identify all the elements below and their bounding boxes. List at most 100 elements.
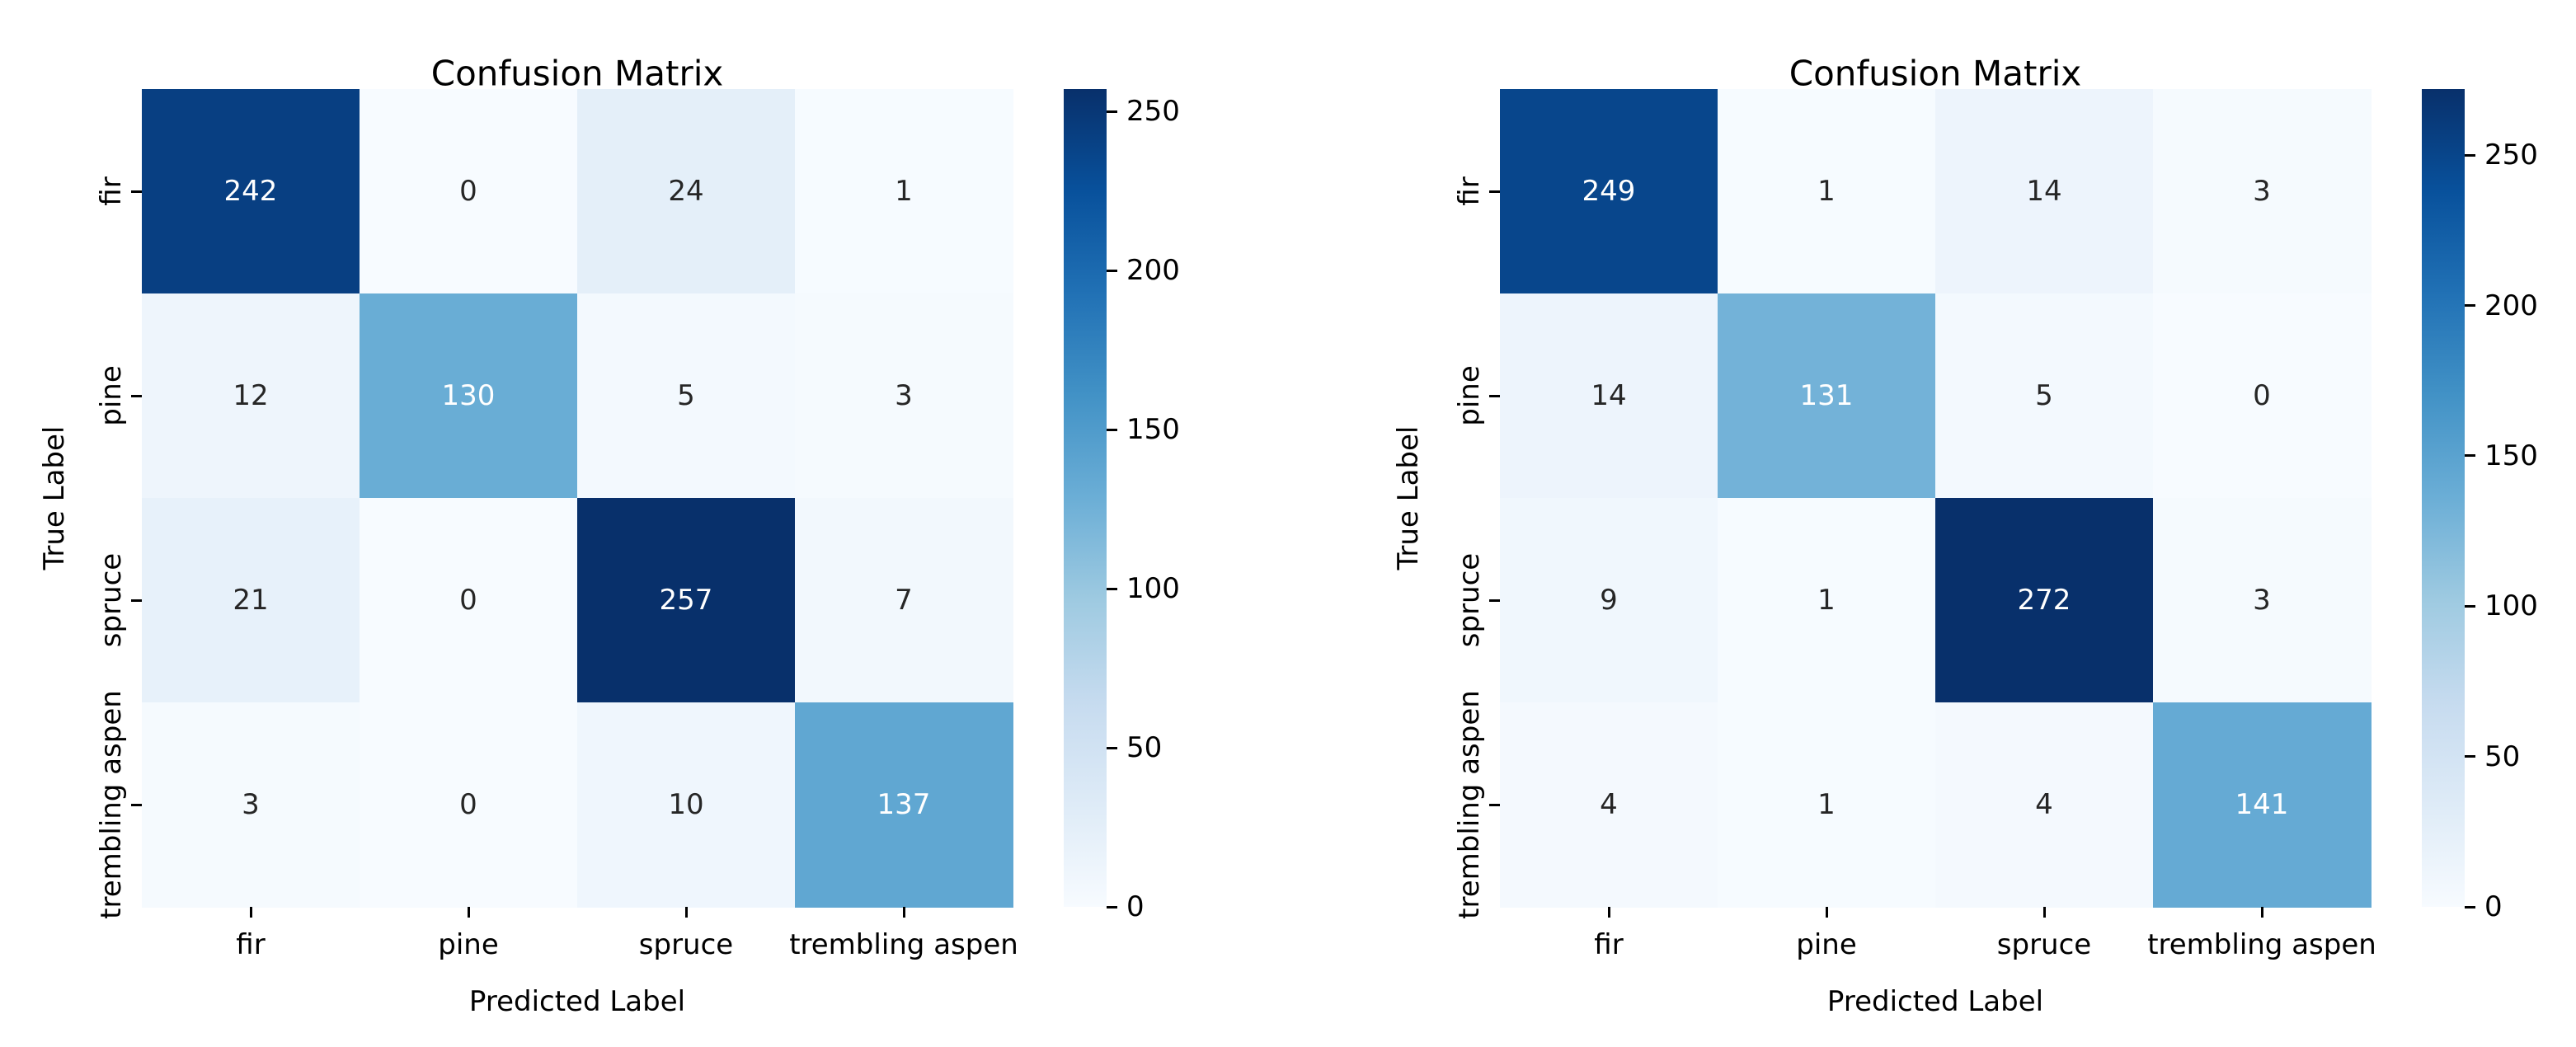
cell-value: 3	[895, 379, 913, 412]
cell-value: 14	[1591, 379, 1627, 412]
y-tick-mark	[1489, 803, 1500, 806]
y-tick-label: spruce	[1453, 552, 1486, 648]
x-tick-label: trembling aspen	[789, 928, 1018, 961]
colorbar-tick-mark	[2465, 755, 2475, 758]
heatmap-cell	[1718, 702, 1936, 908]
heatmap-cell	[1935, 702, 2154, 908]
cell-value: 1	[895, 175, 913, 208]
y-tick-mark	[131, 190, 142, 193]
heatmap: 242 0 24 1 12 130 5 3 21 0 257 7 3 0 10 137	[142, 89, 1013, 908]
colorbar-tick-mark	[1107, 428, 1117, 431]
cell-value: 10	[668, 788, 704, 821]
cell-value: 272	[2017, 584, 2071, 617]
y-tick-mark	[1489, 599, 1500, 602]
y-tick-mark	[1489, 190, 1500, 193]
colorbar-tick-label: 150	[1126, 413, 1180, 446]
chart-title: Confusion Matrix	[1789, 53, 2082, 94]
cell-value: 257	[659, 584, 713, 617]
x-tick-label: fir	[1594, 928, 1624, 961]
y-tick-label: pine	[1453, 365, 1486, 426]
chart-title: Confusion Matrix	[430, 53, 724, 94]
heatmap-cell	[577, 702, 796, 908]
cell-value: 131	[1799, 379, 1854, 412]
x-tick-mark	[2042, 907, 2046, 918]
heatmap-cell	[1935, 89, 2154, 294]
x-tick-mark	[1825, 907, 1828, 918]
x-axis-label: Predicted Label	[1826, 985, 2044, 1018]
x-axis-label: Predicted Label	[468, 985, 686, 1018]
colorbar	[1064, 89, 1107, 907]
cell-value: 3	[242, 788, 260, 821]
heatmap-cell	[142, 702, 360, 908]
heatmap-cell	[577, 89, 796, 294]
cell-value: 9	[1600, 584, 1618, 617]
colorbar-tick-mark	[1107, 905, 1117, 908]
cell-value: 12	[233, 379, 269, 412]
colorbar-tick-label: 200	[1126, 254, 1180, 287]
colorbar-tick-label: 250	[1126, 95, 1180, 129]
cell-value: 14	[2026, 175, 2062, 208]
x-tick-mark	[1607, 907, 1610, 918]
cell-value: 7	[895, 584, 913, 617]
heatmap-cell	[1718, 293, 1936, 499]
x-tick-label: spruce	[638, 928, 734, 961]
y-tick-mark	[1489, 394, 1500, 397]
cell-value: 130	[441, 379, 496, 412]
heatmap-cell	[1718, 498, 1936, 703]
heatmap-cell	[795, 702, 1013, 908]
heatmap-cell	[360, 89, 578, 294]
y-axis-label: True Label	[1392, 425, 1425, 570]
x-tick-label: pine	[1796, 928, 1857, 961]
colorbar-tick-mark	[2465, 604, 2475, 608]
colorbar-tick-label: 150	[2484, 439, 2538, 472]
colorbar-tick-label: 50	[2484, 739, 2521, 773]
cell-value: 3	[2253, 175, 2271, 208]
x-tick-mark	[467, 907, 470, 918]
heatmap-cell	[360, 702, 578, 908]
colorbar-tick-label: 0	[1126, 890, 1145, 923]
cell-value: 0	[459, 584, 477, 617]
colorbar-tick-mark	[2465, 905, 2475, 908]
y-tick-label: trembling aspen	[95, 690, 128, 919]
colorbar-tick-label: 50	[1126, 731, 1163, 764]
heatmap-cell	[142, 89, 360, 294]
colorbar	[2422, 89, 2465, 907]
heatmap-cell	[577, 498, 796, 703]
colorbar-tick-mark	[1107, 269, 1117, 272]
heatmap-cell	[2153, 498, 2372, 703]
cell-value: 141	[2235, 788, 2289, 821]
heatmap-cell	[1500, 498, 1718, 703]
heatmap-cell	[795, 498, 1013, 703]
x-tick-mark	[684, 907, 688, 918]
heatmap-cell	[1500, 89, 1718, 294]
cell-value: 242	[223, 175, 278, 208]
y-tick-mark	[131, 394, 142, 397]
colorbar-tick-label: 100	[1126, 572, 1180, 605]
colorbar-tick-mark	[2465, 454, 2475, 458]
colorbar-tick-label: 200	[2484, 289, 2538, 322]
cell-value: 5	[2035, 379, 2053, 412]
cell-value: 5	[677, 379, 695, 412]
cell-value: 0	[459, 788, 477, 821]
heatmap-cell	[1935, 498, 2154, 703]
y-tick-mark	[131, 599, 142, 602]
colorbar-tick-mark	[1107, 587, 1117, 590]
heatmap-cell	[1500, 293, 1718, 499]
heatmap-cell	[1935, 293, 2154, 499]
y-tick-label: trembling aspen	[1453, 690, 1486, 919]
cell-value: 249	[1582, 175, 1636, 208]
cell-value: 24	[668, 175, 704, 208]
cell-value: 4	[2035, 788, 2053, 821]
cell-value: 1	[1817, 175, 1836, 208]
cell-value: 3	[2253, 584, 2271, 617]
heatmap-cell	[1500, 702, 1718, 908]
colorbar-tick-label: 0	[2484, 890, 2503, 923]
heatmap-cell	[360, 498, 578, 703]
cell-value: 21	[233, 584, 269, 617]
cell-value: 0	[2253, 379, 2271, 412]
heatmap-cell	[142, 498, 360, 703]
y-axis-label: True Label	[38, 425, 71, 570]
colorbar-tick-mark	[1107, 110, 1117, 113]
cell-value: 4	[1600, 788, 1618, 821]
